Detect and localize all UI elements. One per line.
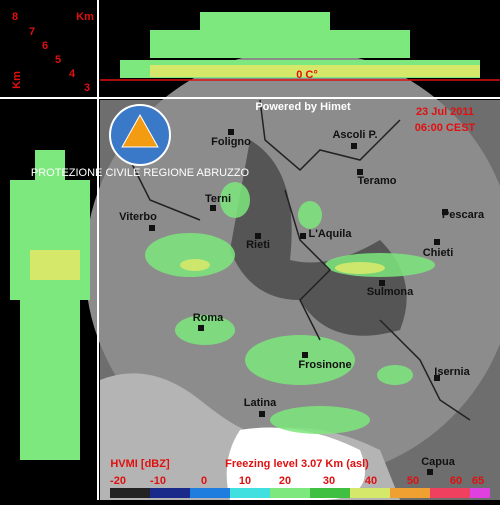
scale-label: 0 bbox=[201, 475, 207, 487]
freezing-level: Freezing level 3.07 Km (asl) bbox=[225, 458, 369, 470]
scale-label: 50 bbox=[407, 475, 419, 487]
freezing-label: 0 C° bbox=[296, 69, 318, 81]
city-marker bbox=[427, 469, 433, 475]
city-label: Teramo bbox=[358, 175, 397, 187]
scale-label: 60 bbox=[450, 475, 462, 487]
city-label: Frosinone bbox=[298, 359, 351, 371]
city-label: Roma bbox=[193, 312, 224, 324]
scale-label: 20 bbox=[279, 475, 291, 487]
top-panel bbox=[100, 12, 500, 81]
city-marker bbox=[198, 325, 204, 331]
date: 23 Jul 2011 bbox=[416, 106, 474, 118]
city-marker bbox=[434, 239, 440, 245]
city-marker bbox=[434, 375, 440, 381]
city-label: Viterbo bbox=[119, 211, 157, 223]
city-label: Foligno bbox=[211, 136, 251, 148]
scale-label: 65 bbox=[472, 475, 484, 487]
city-label: Capua bbox=[421, 456, 456, 468]
scale-label: 30 bbox=[323, 475, 335, 487]
city-marker bbox=[379, 280, 385, 286]
city-marker bbox=[149, 225, 155, 231]
scale-label: 10 bbox=[239, 475, 251, 487]
scale-label: -20 bbox=[110, 475, 126, 487]
left-panel bbox=[10, 150, 90, 460]
city-marker bbox=[210, 205, 216, 211]
scale-label: 40 bbox=[365, 475, 377, 487]
city-label: Ascoli P. bbox=[332, 129, 377, 141]
city-label: Latina bbox=[244, 397, 277, 409]
legend-title: HVMI [dBZ] bbox=[110, 458, 170, 470]
height-label: 4 bbox=[69, 68, 76, 80]
city-label: Terni bbox=[205, 193, 231, 205]
city-marker bbox=[300, 233, 306, 239]
city-marker bbox=[302, 352, 308, 358]
city-label: L'Aquila bbox=[309, 228, 353, 240]
city-label: Rieti bbox=[246, 239, 270, 251]
city-marker bbox=[442, 209, 448, 215]
map bbox=[85, 50, 500, 500]
height-label: 5 bbox=[55, 54, 61, 66]
scale-label: -10 bbox=[150, 475, 166, 487]
city-marker bbox=[228, 129, 234, 135]
city-marker bbox=[255, 233, 261, 239]
height-label: 7 bbox=[29, 26, 35, 38]
height-label: 8 bbox=[12, 11, 18, 23]
city-marker bbox=[357, 169, 363, 175]
city-label: Sulmona bbox=[367, 286, 414, 298]
unit-label: Km bbox=[76, 11, 94, 23]
city-label: Pescara bbox=[442, 209, 485, 221]
height-label: 6 bbox=[42, 40, 48, 52]
unit-label: Km bbox=[11, 71, 23, 89]
time: 06:00 CEST bbox=[415, 122, 476, 134]
city-marker bbox=[259, 411, 265, 417]
city-marker bbox=[351, 143, 357, 149]
height-label: 3 bbox=[84, 82, 90, 94]
credit: Powered by Himet bbox=[255, 101, 351, 113]
city-label: Chieti bbox=[423, 247, 454, 259]
city-label: Isernia bbox=[434, 366, 470, 378]
logo-text: PROTEZIONE CIVILE REGIONE ABRUZZO bbox=[31, 167, 250, 179]
color-scale bbox=[110, 488, 490, 498]
